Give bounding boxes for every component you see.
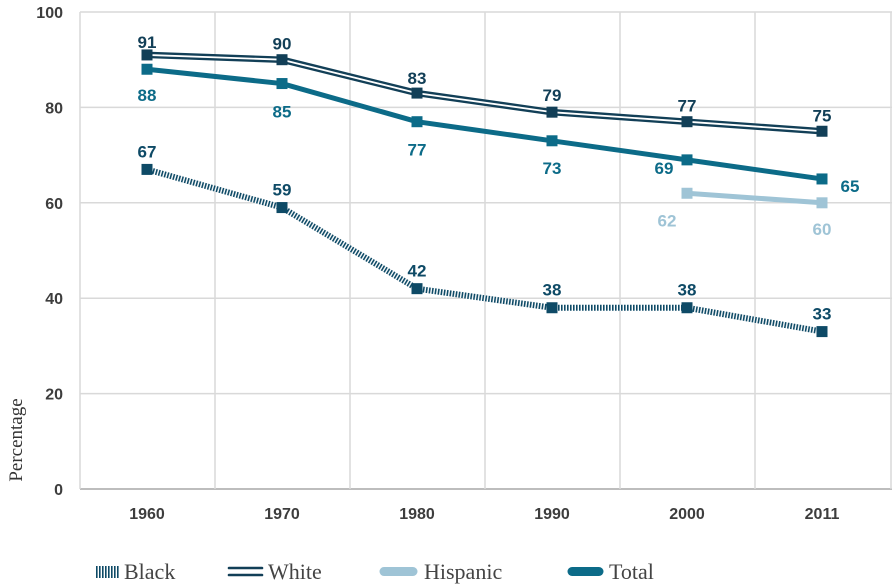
- series-hispanic: [686, 190, 823, 206]
- black-point: [816, 326, 828, 338]
- black-line-segment: [416, 285, 553, 311]
- white-point: [411, 87, 423, 99]
- legend-item-total: Total: [567, 559, 654, 584]
- grid: [79, 11, 892, 490]
- legend-label-black: Black: [124, 559, 175, 584]
- white-point: [276, 54, 288, 66]
- hispanic-point: [681, 187, 693, 199]
- data-label-black: 59: [273, 181, 292, 200]
- series-black: [146, 166, 823, 335]
- black-point: [546, 302, 558, 314]
- black-line-segment: [280, 204, 419, 292]
- data-label-white: 90: [273, 35, 292, 54]
- y-tick-label: 0: [54, 482, 63, 499]
- hispanic-line: [686, 190, 823, 206]
- data-label-white: 75: [813, 106, 832, 125]
- y-axis-ticks: 0 20 40 60 80 100: [36, 5, 63, 499]
- total-point: [411, 116, 423, 128]
- white-point: [816, 125, 828, 137]
- white-line-inner: [146, 54, 823, 133]
- x-tick-label: 2000: [669, 506, 705, 523]
- data-label-total: 73: [543, 159, 562, 178]
- data-label-black: 33: [813, 305, 832, 324]
- total-point: [141, 63, 153, 75]
- data-label-black: 38: [543, 281, 562, 300]
- data-label-black: 38: [678, 281, 697, 300]
- legend-item-white: White: [227, 559, 322, 584]
- data-label-total: 77: [408, 141, 427, 160]
- data-label-total: 69: [655, 159, 674, 178]
- legend-item-hispanic: Hispanic: [379, 559, 502, 584]
- x-tick-label: 1990: [534, 506, 570, 523]
- series-total: [146, 66, 823, 182]
- legend-item-black: Black: [96, 559, 175, 584]
- black-point: [276, 202, 288, 214]
- x-tick-label: 1980: [399, 506, 435, 523]
- y-tick-label: 80: [45, 100, 63, 117]
- y-tick-label: 100: [36, 5, 63, 22]
- total-point: [681, 154, 693, 166]
- data-label-hispanic: 60: [813, 220, 832, 239]
- black-line-segment: [686, 304, 823, 335]
- data-label-white: 77: [678, 97, 697, 116]
- total-line: [146, 66, 823, 182]
- data-label-hispanic: 62: [658, 211, 677, 230]
- data-label-black: 67: [138, 142, 157, 161]
- y-tick-label: 60: [45, 196, 63, 213]
- hispanic-point: [816, 197, 828, 209]
- x-tick-label: 1960: [129, 506, 165, 523]
- black-line-segment: [552, 304, 687, 311]
- legend-label-total: Total: [609, 559, 654, 584]
- x-axis-ticks: 1960 1970 1980 1990 2000 2011: [129, 506, 839, 523]
- series-white: [146, 51, 823, 135]
- total-point: [276, 78, 288, 90]
- data-label-total: 65: [841, 177, 860, 196]
- series-layer: [141, 49, 828, 338]
- black-point: [411, 283, 423, 295]
- y-tick-label: 40: [45, 291, 63, 308]
- legend: Black White Hispanic Total: [96, 559, 654, 584]
- total-point: [546, 135, 558, 147]
- data-label-black: 42: [408, 262, 427, 281]
- data-label-total: 88: [138, 86, 157, 105]
- data-label-white: 79: [543, 86, 562, 105]
- data-label-white: 83: [408, 69, 427, 88]
- y-axis-label: Percentage: [6, 398, 27, 481]
- total-point: [816, 173, 828, 185]
- data-label-total: 85: [273, 103, 292, 122]
- data-labels: 67 59 42 38 38 33 91 90 83 79 77 75 62 60 88 85 77 73 69 65: [138, 33, 860, 324]
- legend-label-white: White: [268, 559, 322, 584]
- legend-label-hispanic: Hispanic: [424, 559, 502, 584]
- white-point: [681, 116, 693, 128]
- white-point: [141, 49, 153, 61]
- black-line-segment: [146, 166, 283, 211]
- data-label-white: 91: [138, 33, 157, 52]
- black-point: [141, 163, 153, 175]
- y-tick-label: 20: [45, 387, 63, 404]
- black-point: [681, 302, 693, 314]
- white-point: [546, 106, 558, 118]
- legend-swatch-black: [96, 566, 120, 578]
- x-tick-label: 1970: [264, 506, 300, 523]
- x-tick-label: 2011: [805, 506, 840, 523]
